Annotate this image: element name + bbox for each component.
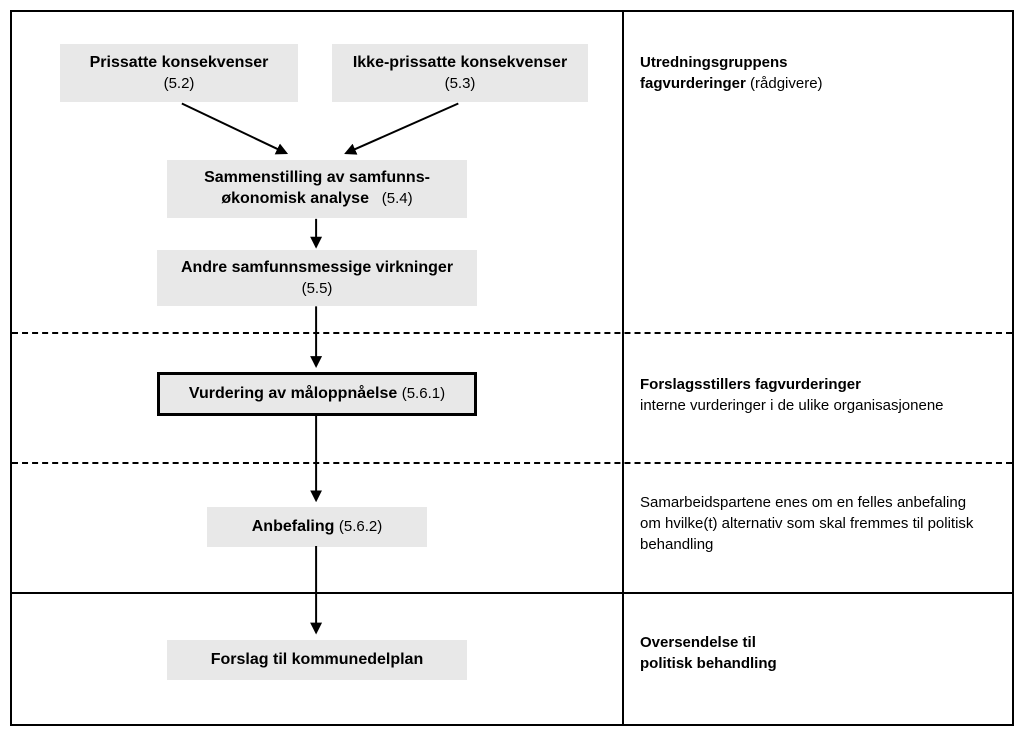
section-label-4: Oversendelse til politisk behandling <box>640 632 990 674</box>
node-title: Forslag til kommunedelplan <box>211 650 423 671</box>
vertical-divider <box>622 12 624 724</box>
divider-3 <box>12 592 1012 594</box>
divider-2 <box>12 462 1012 464</box>
section-label-2: Forslagsstillers fagvurderinger interne … <box>640 374 990 416</box>
node-title: Andre samfunnsmessige virkninger <box>181 258 453 279</box>
node-content: Vurdering av måloppnåelse (5.6.1) <box>189 384 445 405</box>
node-sub: (5.5) <box>302 279 333 299</box>
section-label-3: Samarbeidspartene enes om en felles anbe… <box>640 492 990 555</box>
arrows-layer <box>12 12 1012 724</box>
node-prissatte: Prissatte konsekvenser (5.2) <box>60 44 298 102</box>
arrow-n1-n3 <box>182 103 286 153</box>
node-andre-virkninger: Andre samfunnsmessige virkninger (5.5) <box>157 250 477 306</box>
node-content: Anbefaling (5.6.2) <box>252 517 382 538</box>
flowchart-frame: Prissatte konsekvenser (5.2) Ikke-prissa… <box>10 10 1014 726</box>
section-label-1: Utredningsgruppens fagvurderinger (rådgi… <box>640 52 990 94</box>
node-title: Ikke-prissatte konsekvenser <box>353 53 567 74</box>
node-vurdering-maloppnaelse: Vurdering av måloppnåelse (5.6.1) <box>157 372 477 416</box>
node-title: Prissatte konsekvenser <box>90 53 269 74</box>
node-anbefaling: Anbefaling (5.6.2) <box>207 507 427 547</box>
node-sub: (5.3) <box>445 74 476 94</box>
divider-1 <box>12 332 1012 334</box>
node-line2: økonomisk analyse (5.4) <box>221 189 412 210</box>
node-sammenstilling: Sammenstilling av samfunns- økonomisk an… <box>167 160 467 218</box>
node-forslag-kommunedelplan: Forslag til kommunedelplan <box>167 640 467 680</box>
node-ikke-prissatte: Ikke-prissatte konsekvenser (5.3) <box>332 44 588 102</box>
node-line1: Sammenstilling av samfunns- <box>204 168 430 189</box>
node-sub: (5.2) <box>164 74 195 94</box>
arrow-n2-n3 <box>346 103 458 153</box>
